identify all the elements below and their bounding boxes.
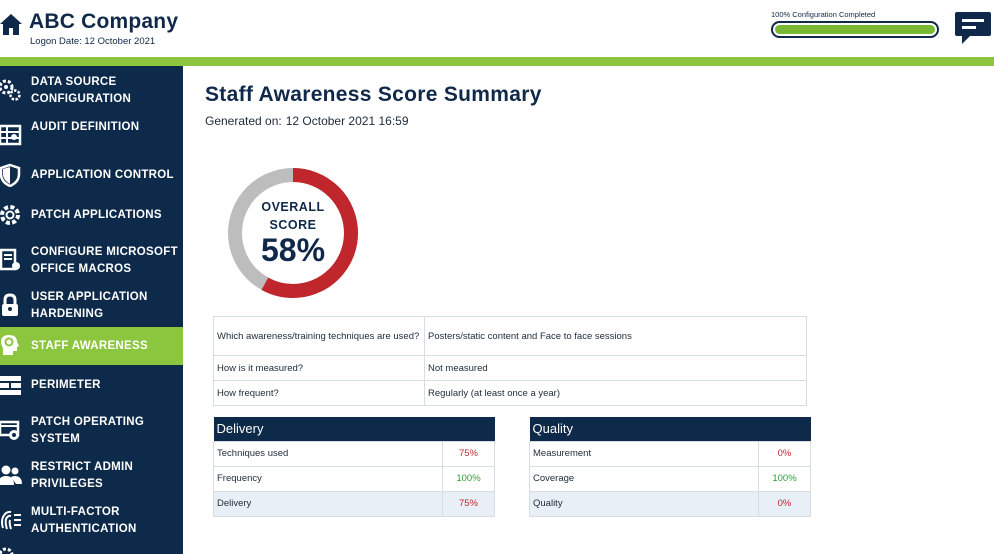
generated-timestamp: Generated on: 12 October 2021 16:59: [205, 114, 409, 128]
sidebar-item-patch-operating-system[interactable]: PATCH OPERATING SYSTEM: [0, 410, 183, 450]
header: ABC Company Logon Date: 12 October 2021 …: [0, 0, 994, 57]
sidebar-item-label: PATCH OPERATING SYSTEM: [31, 416, 145, 445]
table-row: Quality 0%: [529, 490, 811, 517]
sidebar-item-more[interactable]: [0, 543, 183, 554]
sidebar-item-staff-awareness[interactable]: STAFF AWARENESS: [0, 327, 183, 365]
audit-icon: [0, 123, 22, 147]
table-row: How frequent? Regularly (at least once a…: [213, 380, 807, 406]
configuration-progress: 100% Configuration Completed: [771, 10, 941, 38]
document-gear-icon: [0, 248, 22, 272]
metric-value: 0%: [758, 490, 811, 517]
sidebar-item-label: USER APPLICATION HARDENING: [31, 291, 148, 320]
metric-label: Delivery: [213, 490, 443, 517]
header-accent-bar: [0, 57, 994, 66]
gears-icon: [0, 546, 22, 554]
sidebar-item-multi-factor-authentication[interactable]: MULTI-FACTOR AUTHENTICATION: [0, 500, 183, 540]
sidebar-item-label: RESTRICT ADMIN PRIVILEGES: [31, 461, 134, 490]
metric-value: 75%: [442, 440, 495, 467]
firewall-icon: [0, 373, 22, 397]
sidebar-item-application-control[interactable]: APPLICATION CONTROL: [0, 160, 183, 190]
donut-score-arc: [228, 168, 358, 298]
generated-value: 12 October 2021 16:59: [285, 114, 409, 128]
users-icon: [0, 463, 22, 487]
sidebar-item-data-source-configuration[interactable]: DATA SOURCE CONFIGURATION: [0, 70, 183, 110]
sidebar-item-label: DATA SOURCE CONFIGURATION: [31, 76, 132, 105]
gears-icon: [0, 78, 22, 102]
table-row: Delivery 75%: [213, 490, 495, 517]
answer-cell: Posters/static content and Face to face …: [424, 316, 807, 356]
sidebar-item-perimeter[interactable]: PERIMETER: [0, 370, 183, 400]
question-cell: How is it measured?: [213, 355, 425, 381]
sidebar-item-label: PATCH APPLICATIONS: [31, 209, 162, 221]
metric-value: 100%: [442, 465, 495, 492]
sidebar-item-patch-applications[interactable]: PATCH APPLICATIONS: [0, 200, 183, 230]
table-row: Which awareness/training techniques are …: [213, 316, 807, 356]
company-name: ABC Company: [29, 10, 179, 33]
os-patch-icon: [0, 418, 22, 442]
lock-icon: [0, 293, 22, 317]
metric-label: Frequency: [213, 465, 443, 492]
metric-label: Coverage: [529, 465, 759, 492]
sidebar-item-label: PERIMETER: [31, 379, 101, 391]
score-label-line1: OVERALL: [261, 200, 325, 214]
fingerprint-icon: [0, 508, 22, 532]
progress-label: 100% Configuration Completed: [771, 10, 876, 19]
question-cell: Which awareness/training techniques are …: [213, 316, 425, 356]
sidebar-item-restrict-admin-privileges[interactable]: RESTRICT ADMIN PRIVILEGES: [0, 455, 183, 495]
sidebar-item-configure-microsoft-office-macros[interactable]: CONFIGURE MICROSOFT OFFICE MACROS: [0, 240, 183, 280]
chat-icon[interactable]: [954, 10, 992, 46]
quality-title: Quality: [529, 417, 811, 441]
generated-label: Generated on:: [205, 114, 282, 128]
table-row: Coverage 100%: [529, 465, 811, 492]
awareness-questions-table: Which awareness/training techniques are …: [213, 316, 807, 406]
logon-date: Logon Date: 12 October 2021: [30, 36, 156, 47]
sidebar-item-label: CONFIGURE MICROSOFT OFFICE MACROS: [31, 246, 178, 275]
table-row: Measurement 0%: [529, 440, 811, 467]
table-row: How is it measured? Not measured: [213, 355, 807, 381]
quality-table: Quality Measurement 0% Coverage 100% Qua…: [529, 417, 811, 517]
sidebar-item-audit-definition[interactable]: AUDIT DEFINITION: [0, 115, 183, 155]
metric-value: 0%: [758, 440, 811, 467]
progress-fill: [775, 25, 935, 34]
home-icon[interactable]: [0, 12, 22, 36]
overall-score-label: OVERALL SCORE: [226, 198, 360, 234]
metric-value: 75%: [442, 490, 495, 517]
answer-cell: Regularly (at least once a year): [424, 380, 807, 406]
metric-value: 100%: [758, 465, 811, 492]
shield-icon: [0, 163, 22, 187]
delivery-table: Delivery Techniques used 75% Frequency 1…: [213, 417, 495, 517]
overall-score-value: 58%: [260, 232, 326, 268]
metric-label: Measurement: [529, 440, 759, 467]
sidebar: DATA SOURCE CONFIGURATION AUDIT DEFINITI…: [0, 66, 183, 554]
sidebar-item-label: APPLICATION CONTROL: [31, 169, 174, 181]
table-row: Techniques used 75%: [213, 440, 495, 467]
overall-score-donut: [228, 168, 358, 298]
gear-refresh-icon: [0, 203, 22, 227]
answer-cell: Not measured: [424, 355, 807, 381]
metric-label: Techniques used: [213, 440, 443, 467]
sidebar-item-label: AUDIT DEFINITION: [31, 121, 140, 133]
delivery-title: Delivery: [213, 417, 495, 441]
sidebar-item-label: STAFF AWARENESS: [31, 340, 148, 352]
table-row: Frequency 100%: [213, 465, 495, 492]
sidebar-item-user-application-hardening[interactable]: USER APPLICATION HARDENING: [0, 285, 183, 325]
metric-label: Quality: [529, 490, 759, 517]
question-cell: How frequent?: [213, 380, 425, 406]
page-title: Staff Awareness Score Summary: [205, 83, 542, 106]
head-icon: [0, 333, 22, 357]
score-label-line2: SCORE: [269, 218, 317, 232]
sidebar-item-label: MULTI-FACTOR AUTHENTICATION: [31, 506, 137, 535]
progress-track: [771, 21, 939, 38]
